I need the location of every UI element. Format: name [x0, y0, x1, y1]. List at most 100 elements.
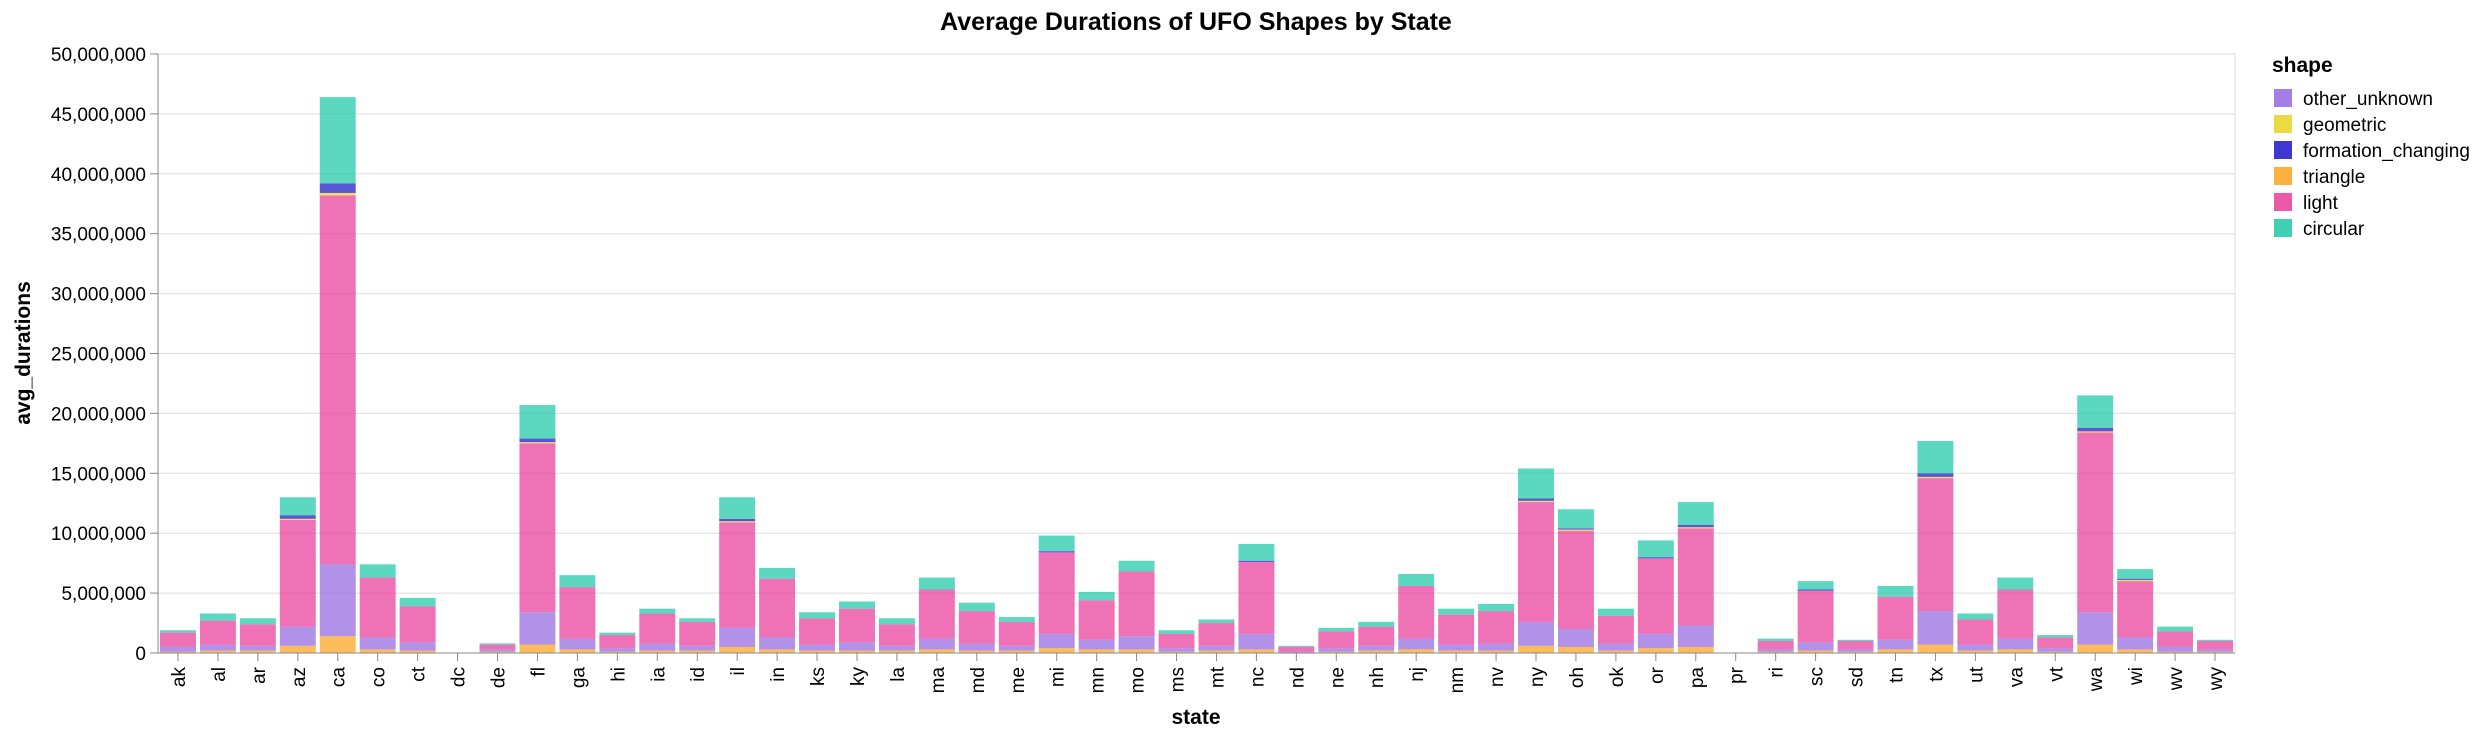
bar-segment-ma-circular: [918, 577, 955, 590]
bar-segment-nc-light: [1238, 561, 1275, 634]
bar-segment-al-other_unknown: [199, 644, 236, 651]
bar-segment-ri-triangle: [1757, 651, 1794, 653]
bar-segment-sc-circular: [1797, 581, 1834, 590]
bar-segment-ms-other_unknown: [1158, 648, 1195, 652]
bar-segment-hi-light: [599, 635, 636, 649]
x-tick-label: tx: [1926, 667, 1947, 682]
bar-segment-ut-other_unknown: [1957, 644, 1994, 651]
bar-segment-wi-geometric: [2117, 579, 2154, 582]
x-tick-label: oh: [1567, 667, 1588, 688]
bars: [159, 97, 2234, 653]
bar-segment-oh-light: [1557, 530, 1594, 630]
bar-segment-de-light: [479, 644, 516, 650]
x-tick-label: wa: [2086, 667, 2107, 693]
y-tick-label: 0: [135, 644, 146, 665]
x-tick-label: mt: [1207, 666, 1228, 688]
x-tick-label: me: [1008, 667, 1029, 693]
bar-segment-nh-triangle: [1358, 650, 1395, 653]
bar-segment-ia-light: [639, 613, 676, 644]
bar-segment-nm-circular: [1438, 608, 1475, 615]
bar-segment-md-other_unknown: [958, 643, 995, 651]
x-tick-label: ks: [808, 667, 829, 686]
x-tick-label: mn: [1088, 667, 1109, 693]
bar-segment-mn-circular: [1078, 591, 1115, 601]
bar-segment-mn-light: [1078, 600, 1115, 640]
bar-segment-hi-triangle: [599, 651, 636, 653]
legend-swatch-circular: [2274, 219, 2292, 237]
bar-segment-sd-triangle: [1837, 651, 1874, 653]
bar-segment-ma-light: [918, 589, 955, 639]
bar-segment-ak-other_unknown: [159, 647, 196, 652]
bar-segment-sc-formation_changing: [1797, 589, 1834, 591]
bar-segment-ct-circular: [399, 597, 436, 607]
bar-segment-nj-circular: [1398, 573, 1435, 586]
bar-segment-az-other_unknown: [279, 626, 316, 646]
bar-segment-ut-triangle: [1957, 650, 1994, 653]
legend-label-geometric: geometric: [2303, 115, 2386, 136]
bar-segment-md-circular: [958, 602, 995, 612]
bar-segment-al-circular: [199, 613, 236, 621]
bar-segment-or-triangle: [1637, 648, 1674, 653]
bar-segment-nd-circular: [1278, 645, 1315, 648]
bar-segment-mo-other_unknown: [1118, 636, 1155, 650]
bar-segment-co-circular: [359, 564, 396, 578]
x-tick-label: la: [888, 667, 909, 682]
bar-segment-fl-light: [519, 443, 556, 613]
bar-segment-fl-geometric: [519, 442, 556, 444]
x-tick-label: ri: [1767, 667, 1788, 678]
bar-segment-ar-triangle: [239, 650, 276, 653]
bar-segment-sc-other_unknown: [1797, 642, 1834, 651]
bar-segment-ky-light: [839, 608, 875, 643]
legend-swatch-other_unknown: [2274, 89, 2292, 107]
x-axis-title: state: [1171, 706, 1220, 729]
y-tick-label: 15,000,000: [51, 464, 146, 485]
bar-segment-wy-circular: [2197, 639, 2234, 642]
y-tick-label: 35,000,000: [51, 225, 146, 246]
bar-segment-vt-other_unknown: [2037, 648, 2074, 652]
x-tick-label: ia: [648, 667, 669, 682]
bar-segment-mi-circular: [1038, 535, 1075, 552]
x-tick-label: nd: [1287, 667, 1308, 688]
bar-segment-ks-triangle: [799, 650, 836, 653]
bar-segment-ms-light: [1158, 633, 1195, 649]
x-tick-label: wy: [2206, 667, 2227, 692]
bar-segment-pa-other_unknown: [1677, 625, 1714, 648]
bar-segment-ms-circular: [1158, 630, 1195, 634]
legend-swatch-light: [2274, 193, 2292, 211]
y-tick-label: 5,000,000: [61, 584, 146, 605]
bar-segment-mi-other_unknown: [1038, 633, 1075, 649]
bar-segment-nh-other_unknown: [1358, 645, 1395, 651]
bar-segment-me-circular: [998, 617, 1035, 622]
x-tick-label: ga: [568, 667, 589, 689]
x-tick-label: nm: [1447, 667, 1468, 693]
bar-segment-ia-triangle: [639, 650, 676, 653]
bar-segment-ne-light: [1318, 631, 1355, 649]
bar-segment-ut-light: [1957, 619, 1994, 645]
x-tick-label: co: [369, 667, 390, 687]
bar-segment-wa-circular: [2077, 395, 2114, 428]
x-tick-label: ut: [1966, 666, 1987, 683]
bar-segment-al-light: [199, 620, 236, 645]
bar-segment-md-light: [958, 611, 995, 644]
bar-segment-oh-formation_changing: [1557, 528, 1594, 530]
y-tick-label: 40,000,000: [51, 165, 146, 186]
x-tick-label: nv: [1487, 667, 1508, 688]
x-tick-label: ne: [1327, 667, 1348, 688]
bar-segment-fl-formation_changing: [519, 438, 556, 443]
x-tick-label: nj: [1407, 667, 1428, 682]
bar-segment-tx-circular: [1917, 440, 1954, 474]
bar-segment-oh-geometric: [1557, 529, 1594, 531]
bar-segment-mo-triangle: [1118, 649, 1155, 653]
bar-segment-wa-formation_changing: [2077, 427, 2114, 432]
bar-segment-vt-triangle: [2037, 651, 2074, 653]
bar-segment-sd-other_unknown: [1837, 649, 1874, 652]
bar-segment-ri-light: [1757, 641, 1794, 650]
bar-segment-tx-other_unknown: [1917, 611, 1954, 645]
bar-segment-mi-light: [1038, 552, 1075, 634]
y-tick-label: 50,000,000: [51, 45, 146, 66]
bar-segment-wa-light: [2077, 432, 2114, 613]
bar-segment-ky-circular: [839, 601, 875, 609]
y-tick-label: 20,000,000: [51, 404, 146, 425]
bar-segment-mn-triangle: [1078, 649, 1115, 653]
bar-segment-ky-triangle: [839, 650, 875, 653]
